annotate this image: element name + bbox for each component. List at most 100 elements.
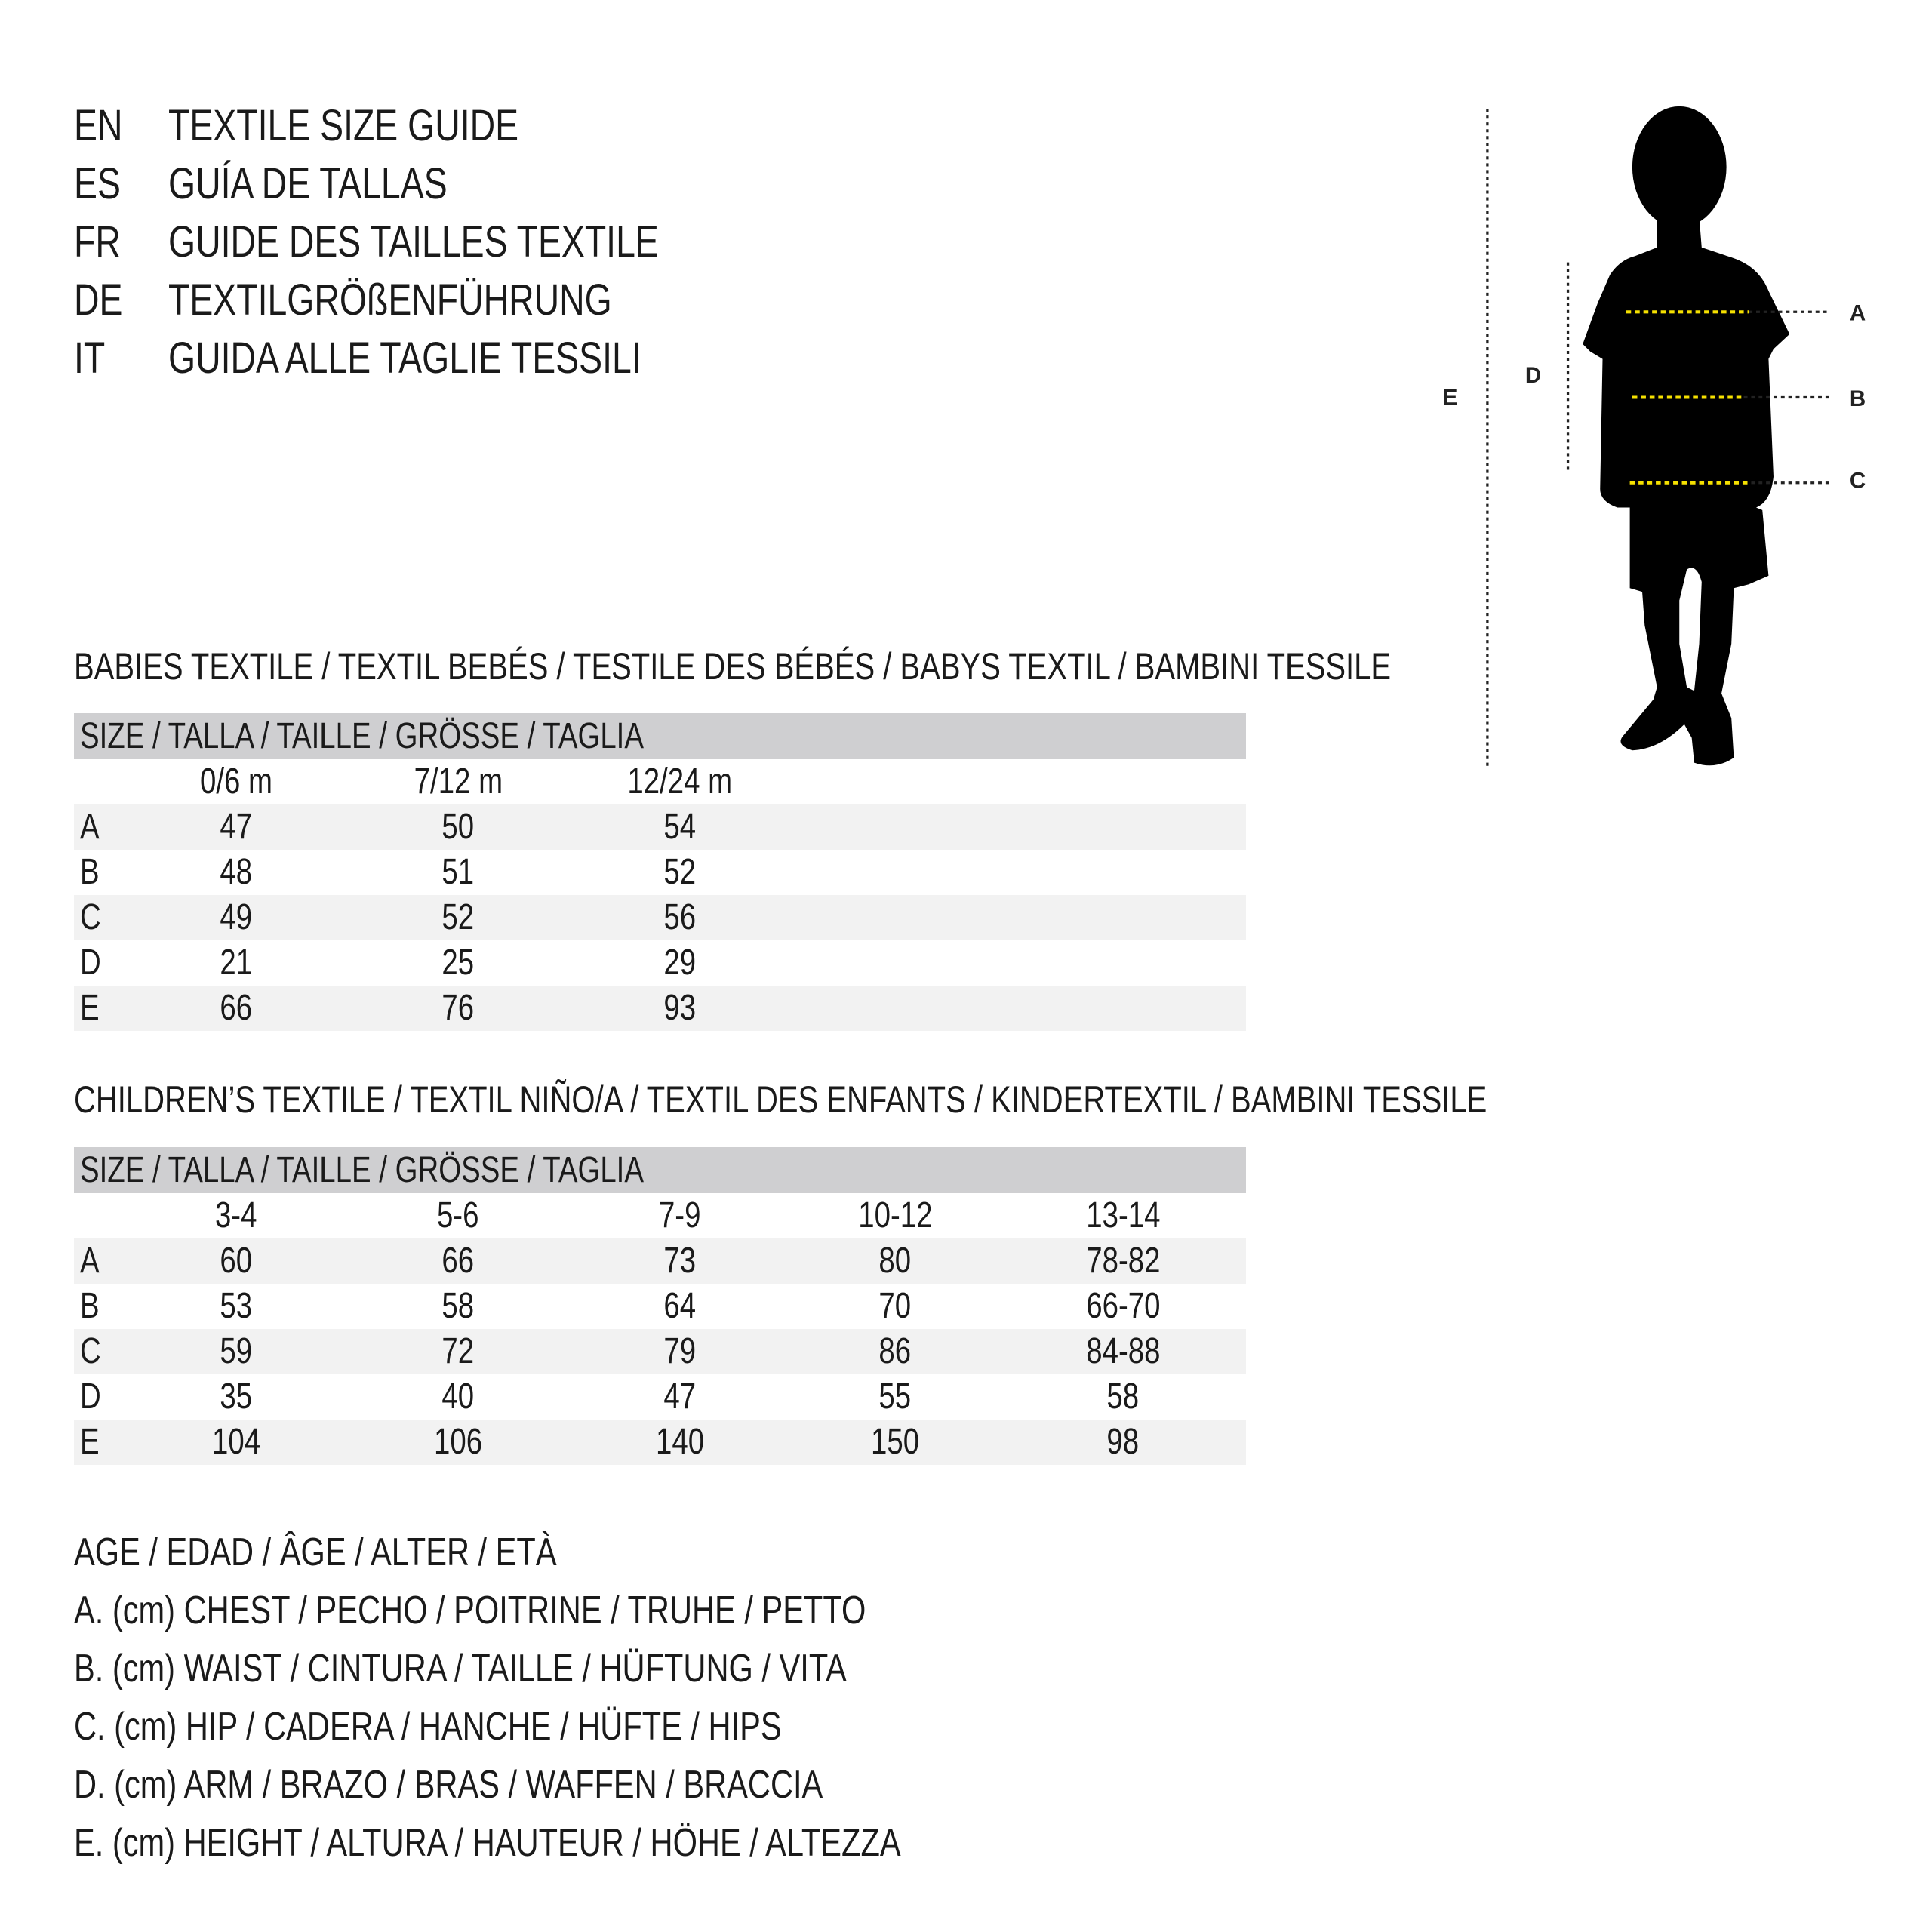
column-header: 10-12 <box>804 1193 986 1238</box>
column-header: 13-14 <box>1032 1193 1214 1238</box>
row-label: A <box>80 1238 104 1284</box>
row-label-text: E <box>80 988 100 1028</box>
table-cell: 93 <box>589 986 771 1031</box>
row-label: C <box>80 1329 106 1374</box>
column-header: 7/12 m <box>368 759 549 804</box>
table-cell: 21 <box>146 940 327 986</box>
cell-value: 84-88 <box>1085 1331 1161 1371</box>
cell-value: 47 <box>220 807 253 847</box>
row-label: D <box>80 940 106 986</box>
cell-value: 21 <box>220 943 253 983</box>
column-header-row: 3-4 5-6 7-9 10-12 13-14 <box>74 1193 1246 1238</box>
table-cell: 58 <box>368 1284 549 1329</box>
cell-value: 60 <box>220 1241 253 1281</box>
language-code: DE <box>74 275 123 325</box>
cell-value: 64 <box>663 1286 697 1326</box>
table-cell: 50 <box>368 804 549 850</box>
row-label: B <box>80 850 104 895</box>
cell-value: 35 <box>220 1377 253 1417</box>
table-cell: 72 <box>368 1329 549 1374</box>
cell-value: 54 <box>663 807 697 847</box>
cell-value: 47 <box>663 1377 697 1417</box>
table-cell: 49 <box>146 895 327 940</box>
table-row: C 49 52 56 <box>74 895 1246 940</box>
cell-value: 25 <box>441 943 475 983</box>
cell-value: 79 <box>663 1331 697 1371</box>
cell-value: 104 <box>211 1422 261 1462</box>
table-cell: 54 <box>589 804 771 850</box>
cell-value: 58 <box>441 1286 475 1326</box>
row-label: D <box>80 1374 106 1420</box>
column-header-text: 3-4 <box>215 1195 257 1235</box>
table-cell: 52 <box>589 850 771 895</box>
label-a: A <box>1850 301 1866 326</box>
column-header-text: 13-14 <box>1085 1195 1161 1235</box>
cell-value: 52 <box>663 852 697 892</box>
table-cell: 60 <box>146 1238 327 1284</box>
table-cell: 64 <box>589 1284 771 1329</box>
legend-text: A. (cm) CHEST / PECHO / POITRINE / TRUHE… <box>74 1589 866 1632</box>
language-code: FR <box>74 217 121 266</box>
row-label: C <box>80 895 106 940</box>
row-label-text: D <box>80 943 101 983</box>
cell-value: 49 <box>220 897 253 937</box>
table-cell: 48 <box>146 850 327 895</box>
language-code: ES <box>74 159 121 208</box>
table-cell: 52 <box>368 895 549 940</box>
table-row: D 35 40 47 55 58 <box>74 1374 1246 1420</box>
column-header: 0/6 m <box>146 759 327 804</box>
table-row: A 47 50 54 <box>74 804 1246 850</box>
child-measurement-figure: E D A B C <box>1424 99 1895 792</box>
table-cell: 51 <box>368 850 549 895</box>
table-row: E 66 76 93 <box>74 986 1246 1031</box>
legend-text: D. (cm) ARM / BRAZO / BRAS / WAFFEN / BR… <box>74 1763 823 1807</box>
cell-value: 55 <box>878 1377 912 1417</box>
size-header: SIZE / TALLA / TAILLE / GRÖSSE / TAGLIA <box>74 713 1246 759</box>
cell-value: 66 <box>220 988 253 1028</box>
table-cell: 66 <box>146 986 327 1031</box>
table-cell: 35 <box>146 1374 327 1420</box>
column-header: 5-6 <box>368 1193 549 1238</box>
child-silhouette <box>1583 106 1790 766</box>
row-label: E <box>80 986 104 1031</box>
title-text: GUÍA DE TALLAS <box>168 159 448 208</box>
cell-value: 50 <box>441 807 475 847</box>
cell-value: 72 <box>441 1331 475 1371</box>
column-header: 7-9 <box>589 1193 771 1238</box>
table-cell: 80 <box>804 1238 986 1284</box>
table-cell: 59 <box>146 1329 327 1374</box>
table-cell: 25 <box>368 940 549 986</box>
leg-gap <box>1679 568 1702 691</box>
cell-value: 76 <box>441 988 475 1028</box>
row-label-text: A <box>80 807 100 847</box>
label-d: D <box>1525 363 1541 388</box>
table-cell: 140 <box>589 1420 771 1465</box>
cell-value: 51 <box>441 852 475 892</box>
table-row: C 59 72 79 86 84-88 <box>74 1329 1246 1374</box>
cell-value: 98 <box>1106 1422 1140 1462</box>
cell-value: 29 <box>663 943 697 983</box>
cell-value: 52 <box>441 897 475 937</box>
row-label-text: B <box>80 852 100 892</box>
column-header-row: 0/6 m 7/12 m 12/24 m <box>74 759 1246 804</box>
babies-heading: BABIES TEXTILE / TEXTIL BEBÉS / TESTILE … <box>74 645 1392 688</box>
cell-value: 150 <box>870 1422 920 1462</box>
table-row: B 48 51 52 <box>74 850 1246 895</box>
cell-value: 80 <box>878 1241 912 1281</box>
cell-value: 48 <box>220 852 253 892</box>
table-cell: 73 <box>589 1238 771 1284</box>
legend-text: B. (cm) WAIST / CINTURA / TAILLE / HÜFTU… <box>74 1647 847 1690</box>
language-code: EN <box>74 101 123 150</box>
table-cell: 86 <box>804 1329 986 1374</box>
table-cell: 84-88 <box>1032 1329 1214 1374</box>
row-label: A <box>80 804 104 850</box>
size-header: SIZE / TALLA / TAILLE / GRÖSSE / TAGLIA <box>74 1147 1246 1193</box>
cell-value: 56 <box>663 897 697 937</box>
table-cell: 56 <box>589 895 771 940</box>
column-header: 12/24 m <box>589 759 771 804</box>
size-header-text: SIZE / TALLA / TAILLE / GRÖSSE / TAGLIA <box>80 1150 644 1190</box>
language-code: IT <box>74 334 106 383</box>
row-label-text: A <box>80 1241 100 1281</box>
legend-item: C. (cm) HIP / CADERA / HANCHE / HÜFTE / … <box>74 1698 958 1756</box>
column-header-text: 0/6 m <box>199 761 273 801</box>
